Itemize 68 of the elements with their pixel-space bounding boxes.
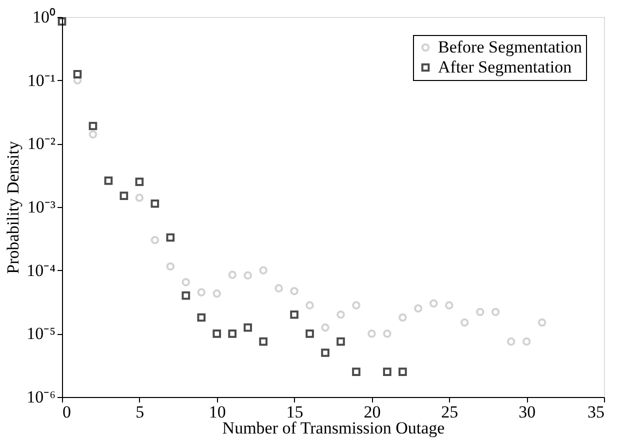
point (506, 337, 516, 346)
point (368, 330, 376, 338)
point (306, 301, 314, 310)
legend-label: After Segmentation (438, 58, 572, 76)
y-tick-label: 10⁰ (32, 8, 56, 26)
point (104, 176, 113, 185)
x-axis-title: Number of Transmission Outage (222, 418, 445, 438)
x-tick-label: 0 (62, 402, 71, 422)
point (197, 313, 206, 322)
y-tick-label: 10⁻¹ (27, 70, 56, 90)
point (306, 330, 314, 338)
x-tick-label: 20 (364, 402, 381, 422)
point (274, 284, 283, 292)
point (166, 262, 175, 271)
point (182, 291, 190, 300)
point (414, 304, 422, 313)
point (476, 308, 484, 316)
x-tick-label: 15 (286, 402, 304, 422)
point (398, 313, 407, 322)
point (259, 266, 268, 274)
point (290, 310, 298, 319)
y-tick-label: 10⁻⁴ (26, 260, 56, 280)
point (352, 368, 360, 376)
x-tick-label: 5 (136, 402, 144, 422)
point (538, 318, 546, 327)
y-tick-label: 10⁻⁶ (26, 388, 56, 406)
point (398, 368, 407, 376)
y-tick-label: 10⁻² (27, 134, 56, 154)
point (244, 323, 252, 332)
point (321, 348, 330, 357)
point (290, 286, 298, 296)
point (135, 194, 144, 202)
point (491, 308, 500, 316)
point (88, 122, 98, 130)
point (88, 130, 98, 139)
point (73, 76, 82, 84)
point (321, 323, 330, 332)
point (73, 70, 82, 78)
point (182, 278, 190, 286)
point (212, 289, 222, 298)
point (259, 337, 268, 346)
y-axis-title: Probability Density (4, 140, 23, 274)
x-tick-label: 10 (208, 402, 226, 422)
point (352, 301, 360, 310)
point (228, 270, 237, 279)
y-tick-label: 10⁻⁵ (26, 324, 56, 344)
point (244, 271, 252, 280)
point (135, 178, 144, 186)
point (522, 337, 531, 346)
x-tick-label: 25 (441, 402, 458, 422)
point (150, 236, 160, 244)
point (166, 233, 175, 242)
point (336, 310, 345, 319)
point (212, 330, 222, 338)
point (228, 330, 237, 338)
point (120, 192, 128, 200)
point (460, 318, 469, 327)
point (383, 330, 392, 338)
point (336, 337, 345, 346)
point (150, 199, 160, 208)
x-tick-label: 30 (518, 402, 536, 422)
legend-label: Before Segmentation (438, 38, 582, 56)
y-tick-label: 10⁻³ (27, 198, 56, 216)
x-tick-label: 35 (588, 402, 604, 422)
point (383, 368, 392, 376)
point (197, 288, 206, 296)
point (444, 301, 454, 310)
point (429, 299, 438, 308)
